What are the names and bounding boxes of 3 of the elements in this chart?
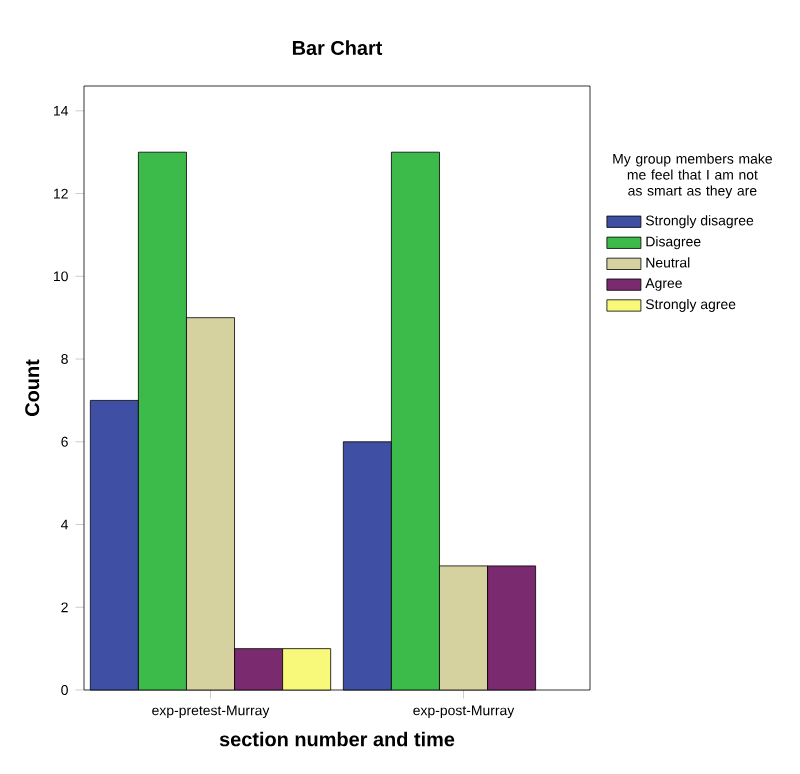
chart-title: Bar Chart	[292, 40, 383, 55]
y-axis-title: Count	[25, 359, 40, 416]
x-axis-title: section number and time	[219, 731, 455, 747]
